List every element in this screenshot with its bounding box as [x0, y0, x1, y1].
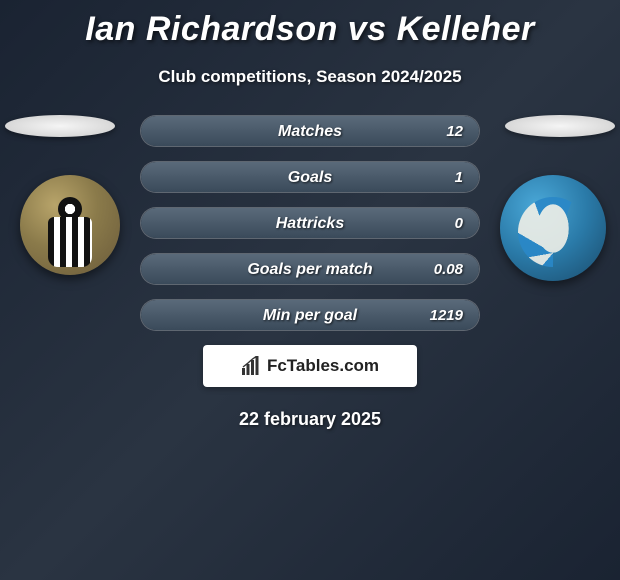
stats-list: Matches 12 Goals 1 Hattricks 0 Goals per…	[140, 115, 480, 331]
player-marker-right	[505, 115, 615, 137]
stat-label: Min per goal	[141, 300, 479, 331]
page-title: Ian Richardson vs Kelleher	[0, 0, 620, 49]
brand-text: FcTables.com	[267, 356, 379, 376]
stat-value: 0.08	[434, 254, 463, 285]
bar-chart-icon	[241, 356, 261, 376]
stat-label: Goals per match	[141, 254, 479, 285]
comparison-content: Matches 12 Goals 1 Hattricks 0 Goals per…	[0, 115, 620, 430]
stat-row-matches: Matches 12	[140, 115, 480, 147]
stat-value: 12	[446, 116, 463, 147]
stat-value: 0	[455, 208, 463, 239]
brand-box[interactable]: FcTables.com	[203, 345, 417, 387]
stat-row-goals-per-match: Goals per match 0.08	[140, 253, 480, 285]
stat-value: 1	[455, 162, 463, 193]
club-logo-right	[500, 175, 606, 281]
stat-row-hattricks: Hattricks 0	[140, 207, 480, 239]
stat-label: Goals	[141, 162, 479, 193]
stat-row-goals: Goals 1	[140, 161, 480, 193]
footer-date: 22 february 2025	[0, 409, 620, 430]
club-logo-left	[20, 175, 120, 275]
stat-row-min-per-goal: Min per goal 1219	[140, 299, 480, 331]
subtitle: Club competitions, Season 2024/2025	[0, 67, 620, 87]
stat-value: 1219	[430, 300, 463, 331]
player-marker-left	[5, 115, 115, 137]
stat-label: Hattricks	[141, 208, 479, 239]
stat-label: Matches	[141, 116, 479, 147]
